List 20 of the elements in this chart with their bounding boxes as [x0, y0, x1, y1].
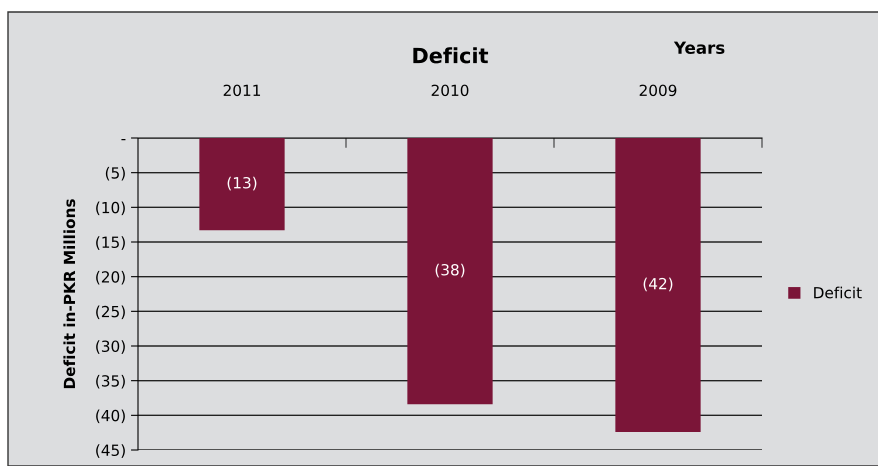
y-tick-label: (45)	[96, 444, 125, 458]
y-tick-label: (40)	[96, 410, 125, 424]
y-tick-label: (30)	[96, 340, 125, 354]
y-tick-label: (35)	[96, 374, 125, 388]
y-tick-label: -	[121, 139, 126, 140]
chart-title: Deficit	[413, 47, 488, 64]
x-tick-label: 2009	[640, 84, 676, 96]
y-tick-label: (25)	[96, 306, 125, 320]
x-tick-label: 2010	[432, 84, 468, 96]
x-tick-label: 2011	[224, 84, 260, 96]
y-axis-title: Deficit in-PKR Millions	[63, 199, 76, 388]
data-label: (38)	[436, 264, 464, 278]
data-label: (42)	[644, 278, 672, 292]
data-label: (13)	[228, 176, 256, 190]
y-tick-label: (20)	[96, 270, 125, 284]
y-tick-label: (5)	[106, 166, 125, 180]
x-axis-title: Years	[674, 42, 724, 54]
y-tick-label: (15)	[96, 236, 125, 250]
legend-label: Deficit	[814, 286, 862, 298]
y-tick-label: (10)	[96, 202, 125, 216]
